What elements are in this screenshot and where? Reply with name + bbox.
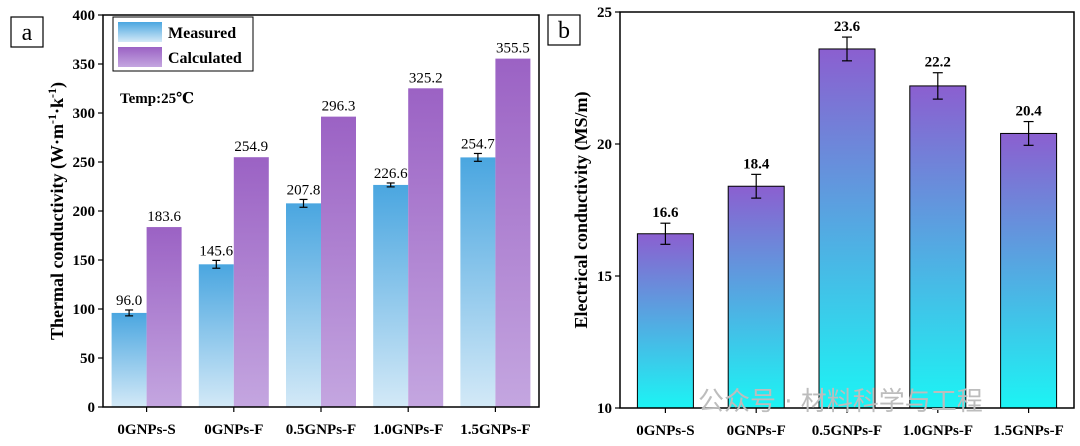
panel-a-data-labels: 96.0 183.6 145.6 254.9 207.8 296.3 226.6 325.2 2…	[116, 41, 530, 309]
bar-calculated-0gnps-f	[233, 157, 269, 407]
data-label-electrical-1-5gnps-f: 20.4	[1015, 104, 1042, 120]
data-label-measured-0gnps-f: 145.6	[199, 243, 233, 259]
panel-a-y-tick-label-350: 350	[73, 57, 96, 73]
error-bar-measured-0-5gnps-f	[299, 198, 308, 208]
data-label-calculated-0gnps-f: 254.9	[234, 139, 268, 155]
bar-electrical-1-5gnps-f	[1000, 132, 1058, 409]
panel-b-label-box: b	[547, 14, 581, 46]
panel-a-y-tick-label-150: 150	[73, 253, 96, 269]
data-label-measured-0gnps-s: 96.0	[116, 293, 142, 309]
panel-b-bars	[636, 48, 1058, 409]
panel-b-y-tick-label-10: 10	[597, 401, 612, 417]
data-label-measured-1-5gnps-f: 254.7	[461, 136, 495, 152]
panel-a-annotation: Temp:25℃	[120, 91, 194, 107]
error-bar-electrical-0gnps-f	[751, 173, 762, 199]
panel-b-x-tick-label-0-5gnps-f: 0.5GNPs-F	[812, 423, 882, 439]
error-bar-measured-0gnps-f	[212, 259, 221, 269]
panel-a-bars	[111, 58, 531, 408]
legend-swatch-measured	[118, 22, 162, 42]
panel-b-letter: b	[558, 18, 570, 44]
panel-a-x-tick-label-0gnps-f: 0GNPs-F	[204, 422, 263, 438]
panel-a-y-tick-label-200: 200	[73, 204, 96, 220]
data-label-measured-0-5gnps-f: 207.8	[287, 182, 321, 198]
data-label-electrical-0gnps-f: 18.4	[743, 156, 770, 172]
bar-electrical-0gnps-f	[727, 185, 785, 409]
data-label-calculated-1-5gnps-f: 355.5	[496, 41, 530, 57]
error-bar-electrical-1-0gnps-f	[932, 72, 943, 100]
panel-b-y-tick-label-20: 20	[597, 137, 612, 153]
panel-a-x-tick-label-0-5gnps-f: 0.5GNPs-F	[286, 422, 356, 438]
bar-calculated-0gnps-s	[146, 227, 182, 407]
bar-electrical-0gnps-s	[636, 233, 694, 409]
bar-electrical-0-5gnps-f	[818, 48, 876, 409]
panel-b-x-tick-label-0gnps-f: 0GNPs-F	[727, 423, 786, 439]
bar-measured-0gnps-f	[198, 264, 234, 407]
data-label-calculated-0-5gnps-f: 296.3	[322, 99, 356, 115]
error-bar-measured-0gnps-s	[125, 309, 134, 317]
panel-a: 96.0 183.6 145.6 254.9 207.8 296.3 226.6 325.2 2…	[10, 8, 540, 438]
data-label-electrical-1-0gnps-f: 22.2	[925, 55, 951, 71]
panel-a-error-bars	[125, 152, 482, 317]
panel-b-x-ticks: 0GNPs-S 0GNPs-F 0.5GNPs-F 1.0GNPs-F 1.5GNPs-…	[636, 408, 1064, 439]
bar-calculated-1-0gnps-f	[408, 88, 444, 407]
bar-measured-0-5gnps-f	[286, 203, 321, 407]
panel-a-y-tick-label-0: 0	[88, 400, 96, 416]
panel-b-x-tick-label-0gnps-s: 0GNPs-S	[636, 423, 694, 439]
panel-b-y-ticks: 10 15 20 25	[597, 5, 620, 417]
bar-measured-1-0gnps-f	[373, 184, 409, 407]
panel-b-y-tick-label-15: 15	[597, 269, 612, 285]
panel-b-data-labels: 16.6 18.4 23.6 22.2 20.4	[652, 19, 1042, 221]
error-bar-measured-1-0gnps-f	[386, 182, 395, 188]
panel-a-letter: a	[22, 20, 33, 46]
panel-b-y-tick-label-25: 25	[597, 5, 612, 21]
panel-b-x-tick-label-1-0gnps-f: 1.0GNPs-F	[903, 423, 973, 439]
data-label-electrical-0-5gnps-f: 23.6	[834, 19, 861, 35]
panel-b-y-axis-label: Electrical conductivity (MS/m)	[571, 92, 592, 329]
panel-a-y-tick-label-300: 300	[73, 106, 96, 122]
data-label-calculated-0gnps-s: 183.6	[147, 209, 181, 225]
bar-electrical-1-0gnps-f	[909, 85, 967, 409]
error-bar-electrical-0gnps-s	[660, 222, 671, 245]
panel-a-y-tick-label-50: 50	[80, 351, 95, 367]
watermark: 公众号 · 材料科学与工程	[698, 387, 983, 417]
panel-a-x-tick-label-1-5gnps-f: 1.5GNPs-F	[460, 422, 530, 438]
bar-measured-0gnps-s	[111, 312, 147, 407]
panel-b-error-bars	[660, 36, 1034, 245]
panel-a-x-tick-label-1-0gnps-f: 1.0GNPs-F	[373, 422, 443, 438]
legend-label-measured: Measured	[168, 25, 236, 42]
panel-a-label-box: a	[10, 16, 44, 48]
data-label-calculated-1-0gnps-f: 325.2	[409, 70, 443, 86]
bar-measured-1-5gnps-f	[460, 157, 496, 407]
panel-a-y-tick-label-100: 100	[73, 302, 96, 318]
panel-a-y-tick-label-250: 250	[73, 155, 96, 171]
panel-a-y-ticks: 0 50 100 150 200 250 300 350 400	[73, 8, 103, 416]
panel-a-x-ticks: 0GNPs-S 0GNPs-F 0.5GNPs-F 1.0GNPs-F 1.5GNPs-…	[117, 407, 531, 438]
legend-swatch-calculated	[118, 47, 162, 67]
bar-calculated-0-5gnps-f	[321, 116, 356, 407]
data-label-measured-1-0gnps-f: 226.6	[374, 166, 408, 182]
panel-a-y-tick-label-400: 400	[73, 8, 96, 24]
error-bar-measured-1-5gnps-f	[473, 152, 482, 162]
panel-a-x-tick-label-0gnps-s: 0GNPs-S	[117, 422, 175, 438]
panel-a-y-axis-label: Thermal conductivity (W·m-1·k-1)	[45, 82, 68, 340]
data-label-electrical-0gnps-s: 16.6	[652, 205, 679, 221]
error-bar-electrical-1-5gnps-f	[1023, 120, 1034, 146]
error-bar-electrical-0-5gnps-f	[842, 36, 852, 62]
panel-a-legend: Measured Calculated	[112, 16, 254, 72]
bar-calculated-1-5gnps-f	[495, 58, 531, 408]
legend-label-calculated: Calculated	[168, 50, 242, 67]
panel-b-x-tick-label-1-5gnps-f: 1.5GNPs-F	[993, 423, 1063, 439]
